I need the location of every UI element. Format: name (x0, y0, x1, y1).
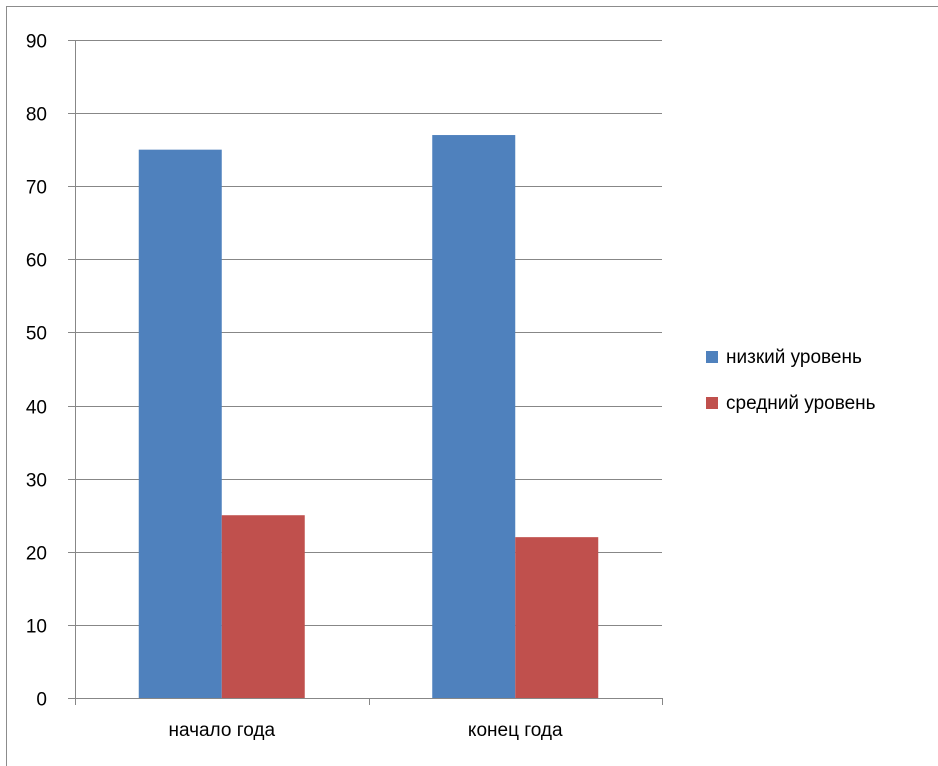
y-tick-label-30: 30 (26, 471, 47, 492)
y-tick-label-10: 10 (26, 617, 47, 638)
y-axis-ticks: 0 10 20 30 40 50 60 70 80 90 (26, 32, 75, 711)
x-tick-label-2: конец года (468, 720, 563, 741)
y-tick-label-0: 0 (36, 690, 47, 711)
bar-1-2 (432, 135, 516, 699)
gridlines (75, 40, 662, 626)
y-tick-label-60: 60 (26, 251, 47, 272)
y-tick-label-90: 90 (26, 32, 47, 53)
axes (75, 40, 662, 699)
legend-swatch-2 (706, 397, 718, 409)
x-tick-label-1: начало года (168, 720, 275, 741)
bar-2-1 (221, 515, 305, 698)
chart-frame (6, 6, 938, 766)
bars (138, 135, 599, 699)
y-tick-label-40: 40 (26, 398, 47, 419)
bar-2-2 (515, 537, 599, 698)
legend: низкий уровень средний уровень (706, 347, 876, 414)
y-tick-label-80: 80 (26, 105, 47, 126)
y-tick-label-20: 20 (26, 544, 47, 565)
bar-1-1 (138, 149, 222, 698)
y-tick-label-50: 50 (26, 324, 47, 345)
legend-label-1: низкий уровень (726, 347, 862, 368)
x-axis-ticks: начало года конец года (75, 698, 663, 741)
legend-label-2: средний уровень (726, 393, 876, 414)
legend-swatch-1 (706, 351, 718, 363)
y-tick-label-70: 70 (26, 178, 47, 199)
